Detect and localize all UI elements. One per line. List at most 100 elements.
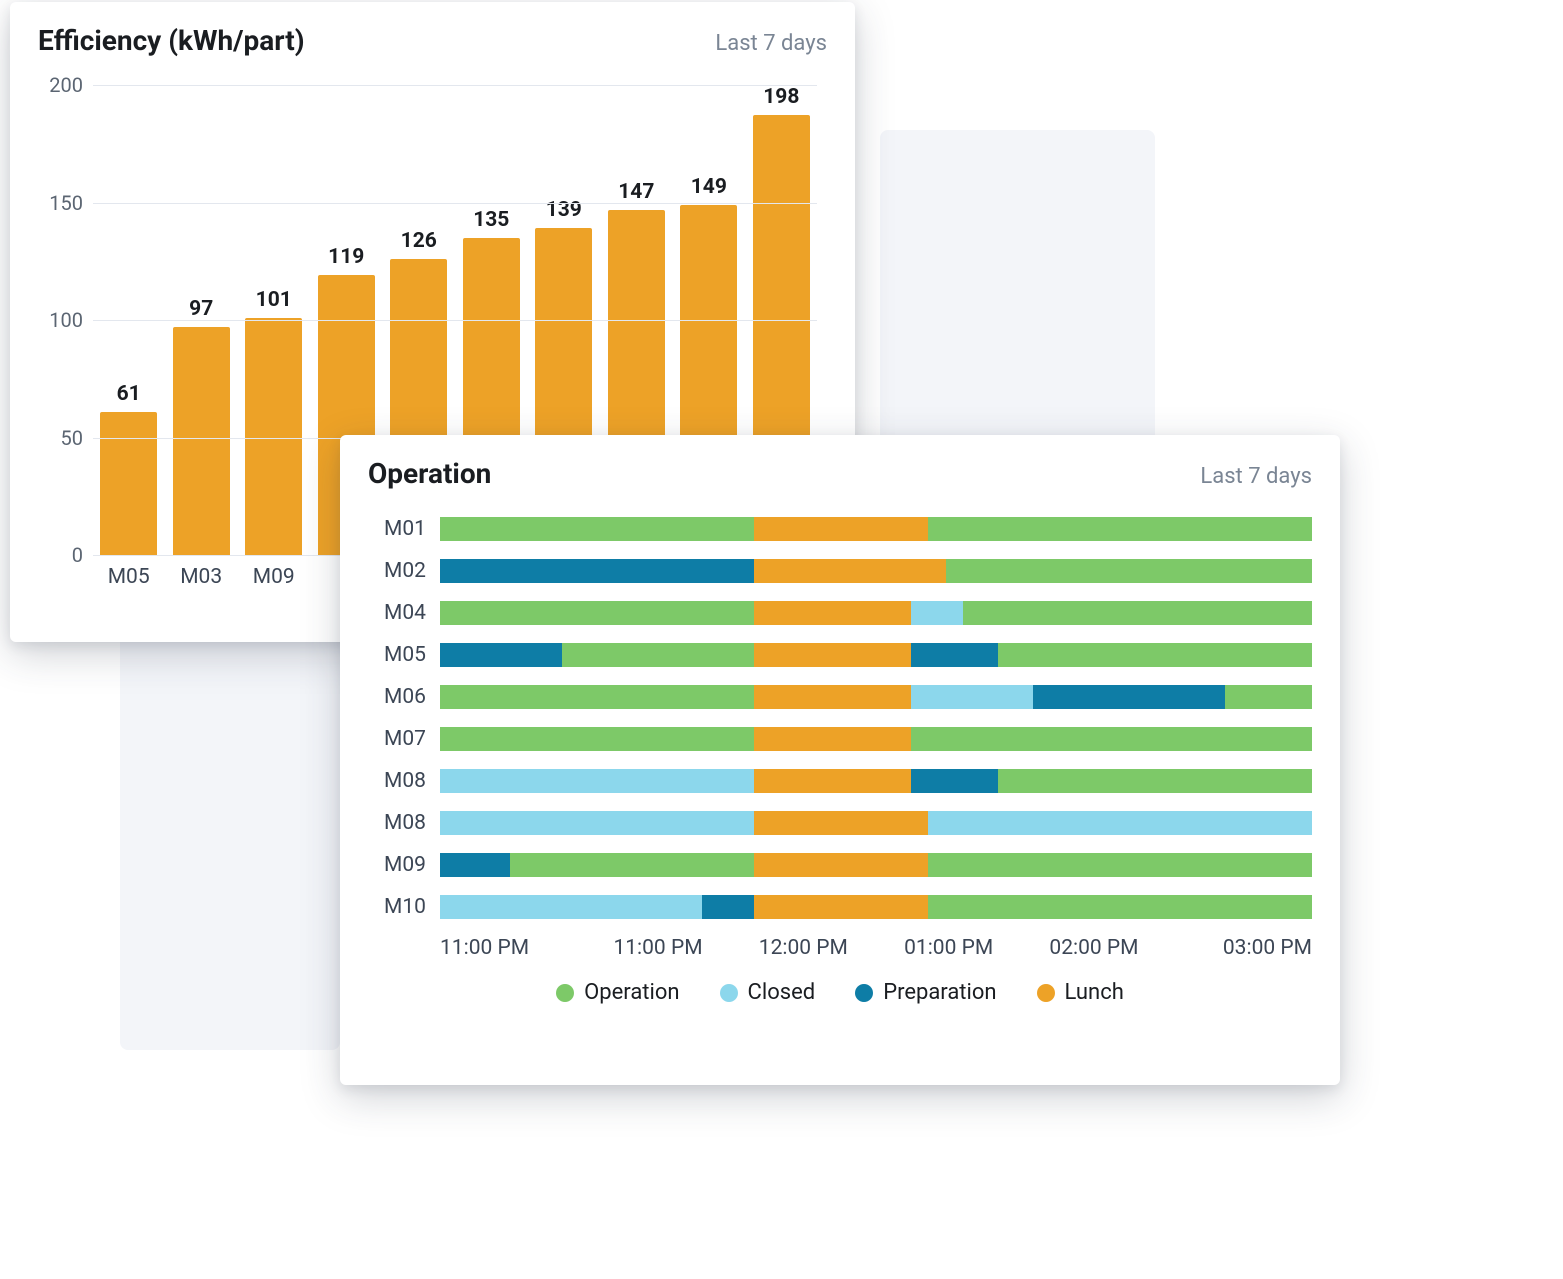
legend-label: Preparation <box>883 980 996 1005</box>
legend-swatch <box>855 984 873 1002</box>
timeline-segment-operation <box>911 727 1312 751</box>
timeline-segment-preparation <box>911 643 998 667</box>
efficiency-bar-rect <box>100 412 157 555</box>
timeline-track <box>440 559 1312 583</box>
timeline-segment-operation <box>562 643 754 667</box>
timeline-row: M01 <box>368 508 1312 550</box>
efficiency-bar-value: 97 <box>189 297 213 321</box>
legend-label: Closed <box>748 980 816 1005</box>
legend-item-operation: Operation <box>556 980 679 1005</box>
efficiency-bar-rect <box>173 327 230 555</box>
timeline-xtick: 03:00 PM <box>1167 936 1312 960</box>
timeline-segment-preparation <box>702 895 754 919</box>
timeline-segment-closed <box>440 895 702 919</box>
timeline-track <box>440 811 1312 835</box>
efficiency-title: Efficiency (kWh/part) <box>38 24 305 57</box>
timeline-track <box>440 853 1312 877</box>
legend-swatch <box>556 984 574 1002</box>
timeline-segment-lunch <box>754 601 911 625</box>
legend-item-preparation: Preparation <box>855 980 996 1005</box>
timeline-segment-operation <box>440 601 754 625</box>
efficiency-bar-value: 119 <box>328 245 364 269</box>
timeline-row: M06 <box>368 676 1312 718</box>
timeline-track <box>440 601 1312 625</box>
timeline-row-label: M04 <box>368 601 426 625</box>
timeline-row: M08 <box>368 760 1312 802</box>
timeline-track <box>440 895 1312 919</box>
timeline-row-label: M08 <box>368 769 426 793</box>
timeline-segment-closed <box>440 769 754 793</box>
timeline-row: M09 <box>368 844 1312 886</box>
efficiency-ytick-label: 200 <box>38 73 83 97</box>
timeline-row: M10 <box>368 886 1312 928</box>
timeline-row: M08 <box>368 802 1312 844</box>
operation-xaxis: 11:00 PM11:00 PM12:00 PM01:00 PM02:00 PM… <box>440 936 1312 960</box>
efficiency-ytick-label: 150 <box>38 191 83 215</box>
bg-panel-2 <box>120 610 340 1050</box>
timeline-segment-closed <box>911 601 963 625</box>
operation-legend: Operation Closed Preparation Lunch <box>368 980 1312 1005</box>
timeline-segment-operation <box>928 517 1312 541</box>
timeline-segment-preparation <box>440 853 510 877</box>
timeline-track <box>440 769 1312 793</box>
timeline-segment-closed <box>911 685 1033 709</box>
timeline-segment-preparation <box>440 643 562 667</box>
timeline-segment-lunch <box>754 895 928 919</box>
timeline-track <box>440 727 1312 751</box>
efficiency-card-header: Efficiency (kWh/part) Last 7 days <box>38 24 827 57</box>
legend-item-closed: Closed <box>720 980 816 1005</box>
efficiency-bar-value: 126 <box>401 229 437 253</box>
timeline-row: M02 <box>368 550 1312 592</box>
efficiency-ytick-label: 50 <box>38 426 83 450</box>
operation-title: Operation <box>368 457 491 490</box>
timeline-track <box>440 517 1312 541</box>
legend-swatch <box>720 984 738 1002</box>
timeline-xtick: 01:00 PM <box>876 936 1021 960</box>
efficiency-subtitle: Last 7 days <box>715 31 827 56</box>
timeline-row: M05 <box>368 634 1312 676</box>
timeline-row-label: M08 <box>368 811 426 835</box>
legend-item-lunch: Lunch <box>1037 980 1124 1005</box>
timeline-row: M04 <box>368 592 1312 634</box>
timeline-segment-preparation <box>1033 685 1225 709</box>
timeline-row-label: M06 <box>368 685 426 709</box>
efficiency-bar-value: 135 <box>473 208 509 232</box>
timeline-segment-operation <box>998 643 1312 667</box>
legend-swatch <box>1037 984 1055 1002</box>
timeline-segment-lunch <box>754 643 911 667</box>
operation-subtitle: Last 7 days <box>1200 464 1312 489</box>
efficiency-gridline <box>93 320 817 321</box>
efficiency-bar-value: 149 <box>691 175 727 199</box>
timeline-segment-operation <box>946 559 1312 583</box>
timeline-segment-preparation <box>440 559 754 583</box>
timeline-xtick: 02:00 PM <box>1021 936 1166 960</box>
timeline-segment-operation <box>440 727 754 751</box>
efficiency-xtick-label: M09 <box>253 565 295 589</box>
timeline-segment-operation <box>440 517 754 541</box>
efficiency-xtick-label: M05 <box>108 565 150 589</box>
timeline-segment-operation <box>963 601 1312 625</box>
timeline-segment-operation <box>510 853 754 877</box>
timeline-row-label: M07 <box>368 727 426 751</box>
timeline-track <box>440 643 1312 667</box>
efficiency-gridline <box>93 203 817 204</box>
legend-label: Operation <box>584 980 679 1005</box>
timeline-xtick: 12:00 PM <box>731 936 876 960</box>
timeline-segment-closed <box>928 811 1312 835</box>
timeline-segment-lunch <box>754 769 911 793</box>
timeline-row-label: M09 <box>368 853 426 877</box>
operation-card: Operation Last 7 days M01 M02 M04 M05 M06 M07… <box>340 435 1340 1085</box>
operation-timeline: M01 M02 M04 M05 M06 M07 M08 M08 M09 M10 <box>368 508 1312 928</box>
timeline-segment-lunch <box>754 811 928 835</box>
timeline-segment-preparation <box>911 769 998 793</box>
timeline-segment-operation <box>998 769 1312 793</box>
timeline-row-label: M02 <box>368 559 426 583</box>
timeline-segment-lunch <box>754 559 946 583</box>
efficiency-bar-value: 61 <box>117 382 141 406</box>
efficiency-bar-rect <box>245 318 302 555</box>
timeline-segment-closed <box>440 811 754 835</box>
timeline-segment-lunch <box>754 853 928 877</box>
timeline-row-label: M10 <box>368 895 426 919</box>
timeline-row-label: M05 <box>368 643 426 667</box>
timeline-segment-lunch <box>754 685 911 709</box>
